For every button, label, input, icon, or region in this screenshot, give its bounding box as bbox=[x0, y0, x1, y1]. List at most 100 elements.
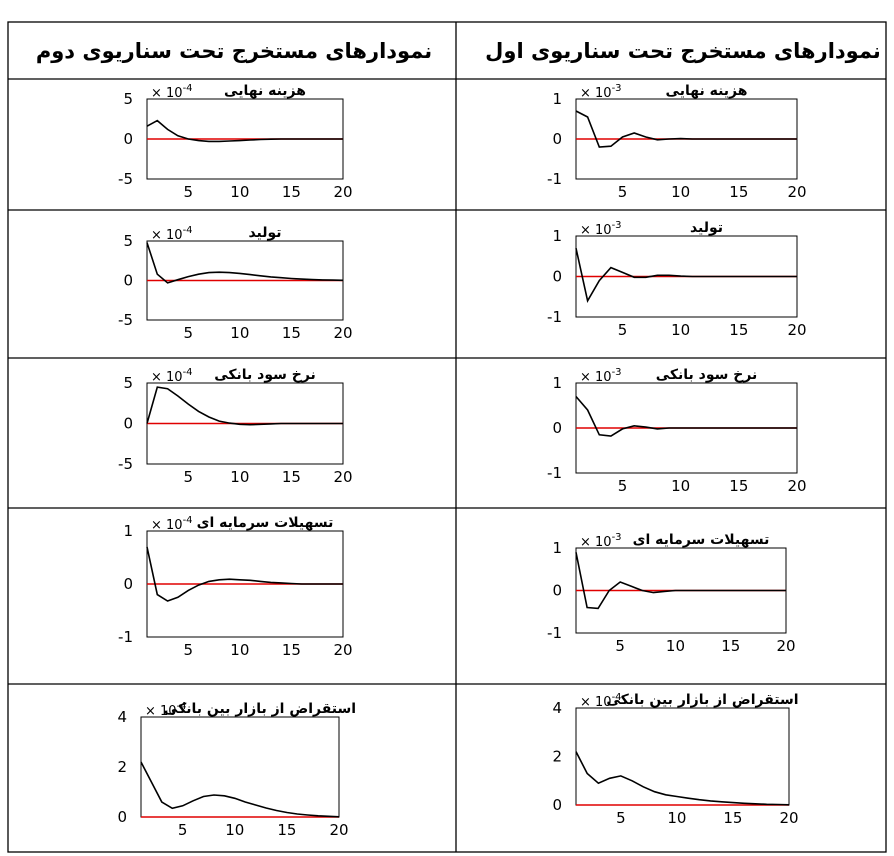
x-tick-label: 20 bbox=[333, 324, 352, 342]
y-tick-label: 0 bbox=[123, 575, 133, 593]
y-tick-label: 5 bbox=[123, 90, 133, 108]
scale-label: × 10-3 bbox=[580, 367, 622, 385]
plot-frame bbox=[575, 707, 790, 806]
chart-title: نرخ سود بانکی bbox=[656, 367, 758, 383]
x-tick-label: 20 bbox=[779, 809, 798, 827]
chart-title: هزینه نهایی bbox=[224, 83, 306, 99]
x-tick-label: 15 bbox=[282, 324, 301, 342]
response-line bbox=[140, 761, 340, 818]
y-tick-label: 0 bbox=[552, 419, 562, 437]
response-line bbox=[146, 546, 343, 602]
y-tick-label: 5 bbox=[123, 374, 133, 392]
irf-chart: 5 10 15 20 5 0 -5 × 10-4 هزینه نهایی bbox=[118, 83, 353, 201]
x-tick-label: 20 bbox=[787, 183, 806, 201]
plot-frame bbox=[140, 716, 340, 818]
y-tick-label: -1 bbox=[547, 170, 562, 188]
chart-title: تسهیلات سرمایه ای bbox=[197, 515, 334, 531]
x-tick-label: 10 bbox=[666, 637, 685, 655]
scale-label: × 10-4 bbox=[151, 367, 193, 385]
y-tick-label: 5 bbox=[123, 232, 133, 250]
y-tick-label: 0 bbox=[117, 808, 127, 826]
response-line bbox=[575, 395, 797, 437]
y-tick-label: 0 bbox=[552, 582, 562, 600]
x-tick-label: 15 bbox=[282, 468, 301, 486]
chart-title: تولید bbox=[248, 225, 281, 241]
x-tick-label: 5 bbox=[183, 183, 193, 201]
x-tick-label: 10 bbox=[667, 809, 686, 827]
chart-title: هزینه نهایی bbox=[666, 83, 748, 99]
y-tick-label: 1 bbox=[552, 90, 562, 108]
y-tick-label: -1 bbox=[547, 464, 562, 482]
x-tick-label: 20 bbox=[333, 468, 352, 486]
x-tick-label: 20 bbox=[329, 821, 348, 839]
x-tick-label: 5 bbox=[618, 321, 628, 339]
response-line bbox=[575, 751, 790, 806]
y-tick-label: 0 bbox=[552, 796, 562, 814]
x-tick-label: 15 bbox=[721, 637, 740, 655]
x-tick-label: 15 bbox=[277, 821, 296, 839]
header-scenario-2: نمودارهای مستخرج تحت سناریوی دوم bbox=[36, 39, 432, 64]
chart-title: تسهیلات سرمایه ای bbox=[633, 532, 770, 548]
x-tick-label: 10 bbox=[671, 321, 690, 339]
y-tick-label: 0 bbox=[123, 272, 133, 290]
scale-label: × 10-4 bbox=[151, 515, 193, 533]
chart-title: نرخ سود بانکی bbox=[214, 367, 316, 383]
header-scenario-1: نمودارهای مستخرج تحت سناریوی اول bbox=[485, 39, 881, 64]
y-tick-label: 4 bbox=[552, 699, 562, 717]
x-tick-label: 10 bbox=[230, 468, 249, 486]
x-tick-label: 15 bbox=[282, 641, 301, 659]
x-tick-label: 10 bbox=[225, 821, 244, 839]
y-tick-label: 0 bbox=[552, 268, 562, 286]
chart-title: تولید bbox=[690, 220, 723, 236]
scale-label: × 10-4 bbox=[580, 692, 622, 710]
x-tick-label: 5 bbox=[618, 477, 628, 495]
response-line bbox=[146, 119, 343, 143]
scale-label: × 10-4 bbox=[151, 225, 193, 243]
scale-label: × 10-3 bbox=[580, 220, 622, 238]
scale-label: × 10-3 bbox=[580, 83, 622, 101]
y-tick-label: 1 bbox=[552, 374, 562, 392]
x-tick-label: 5 bbox=[183, 324, 193, 342]
y-tick-label: 4 bbox=[117, 708, 127, 726]
response-line bbox=[575, 552, 786, 610]
x-tick-label: 10 bbox=[671, 183, 690, 201]
x-tick-label: 20 bbox=[787, 477, 806, 495]
response-line bbox=[146, 242, 344, 284]
y-tick-label: 2 bbox=[552, 748, 562, 766]
x-tick-label: 20 bbox=[333, 641, 352, 659]
x-tick-label: 5 bbox=[618, 183, 628, 201]
chart-title: استقراض از بازار بین بانکی bbox=[606, 692, 798, 708]
response-line bbox=[575, 248, 797, 303]
scale-label: × 10-4 bbox=[151, 83, 193, 101]
x-tick-label: 10 bbox=[230, 183, 249, 201]
scale-label: × 10-3 bbox=[580, 532, 622, 550]
x-tick-label: 20 bbox=[333, 183, 352, 201]
x-tick-label: 5 bbox=[178, 821, 188, 839]
table-border bbox=[7, 21, 887, 853]
y-tick-label: -1 bbox=[118, 628, 133, 646]
x-tick-label: 15 bbox=[723, 809, 742, 827]
chart-title: استقراض از بازار بین بانکی bbox=[164, 701, 356, 717]
y-tick-label: 2 bbox=[117, 758, 127, 776]
y-tick-label: 0 bbox=[552, 130, 562, 148]
x-tick-label: 5 bbox=[615, 637, 625, 655]
x-tick-label: 5 bbox=[183, 468, 193, 486]
response-line bbox=[146, 386, 343, 426]
y-tick-label: 0 bbox=[123, 130, 133, 148]
table-frame bbox=[7, 21, 887, 853]
y-tick-label: 0 bbox=[123, 415, 133, 433]
y-tick-label: 1 bbox=[552, 227, 562, 245]
y-tick-label: -1 bbox=[547, 308, 562, 326]
x-tick-label: 15 bbox=[729, 183, 748, 201]
x-tick-label: 15 bbox=[282, 183, 301, 201]
y-tick-label: 1 bbox=[552, 539, 562, 557]
x-tick-label: 15 bbox=[729, 477, 748, 495]
